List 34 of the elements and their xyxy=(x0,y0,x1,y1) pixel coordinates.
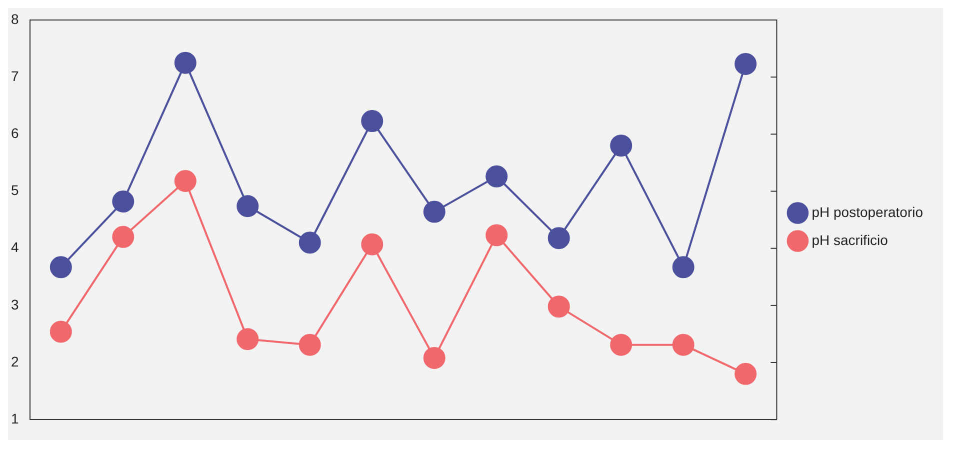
point xyxy=(361,233,384,256)
y-tick-label: 1 xyxy=(10,410,19,426)
point xyxy=(112,226,134,248)
point xyxy=(50,320,72,343)
point xyxy=(298,334,321,356)
point xyxy=(610,334,632,356)
y-tick-label: 2 xyxy=(10,353,19,370)
point xyxy=(174,52,196,74)
y-tick-label: 8 xyxy=(10,10,19,27)
y-tick-label: 6 xyxy=(10,125,19,142)
point xyxy=(734,52,757,75)
point xyxy=(486,165,508,188)
point xyxy=(672,334,694,356)
point xyxy=(672,256,694,278)
point xyxy=(548,227,570,250)
point xyxy=(548,296,570,318)
legend-label: pH sacrificio xyxy=(812,232,888,248)
legend-label: pH postoperatorio xyxy=(812,204,924,220)
point xyxy=(112,190,134,213)
point xyxy=(486,224,508,246)
point xyxy=(236,328,259,350)
y-tick-label: 4 xyxy=(10,239,19,256)
point xyxy=(423,200,446,223)
point xyxy=(610,134,632,157)
point xyxy=(174,170,196,192)
y-tick-label: 3 xyxy=(10,296,19,312)
point xyxy=(298,232,321,254)
point xyxy=(236,195,259,218)
point xyxy=(423,346,446,369)
point xyxy=(734,362,757,385)
y-tick-label: 5 xyxy=(10,182,19,198)
y-tick-label: 7 xyxy=(10,68,19,84)
point xyxy=(50,256,72,278)
point xyxy=(361,110,384,132)
